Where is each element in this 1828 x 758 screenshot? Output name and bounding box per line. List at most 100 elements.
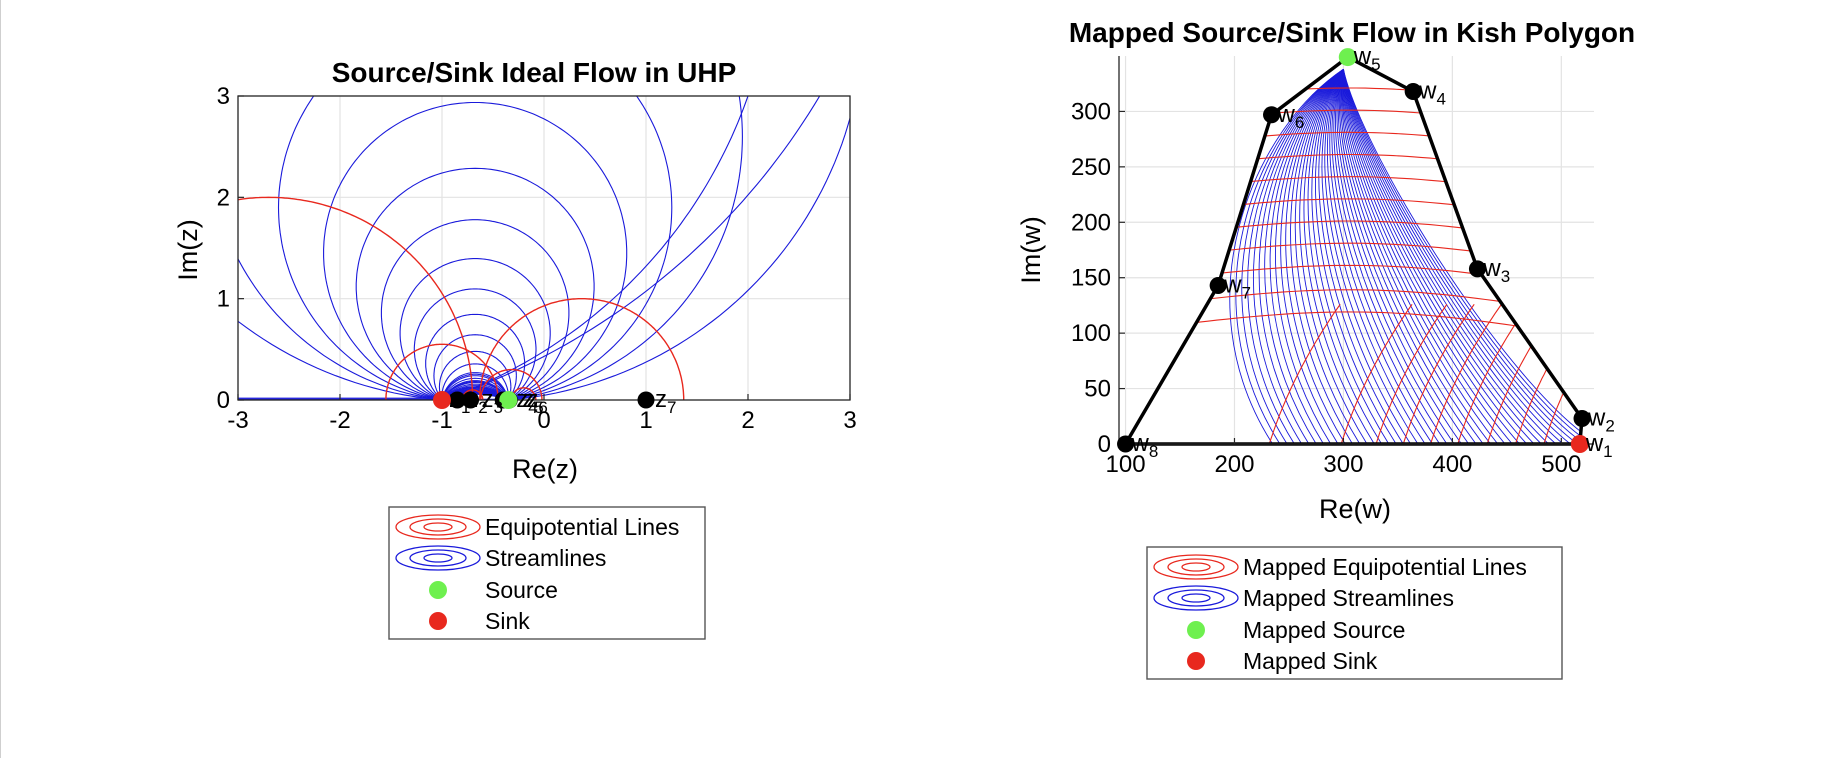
right-streamline — [1324, 69, 1419, 444]
left-streamline — [441, 373, 509, 400]
left-streamline — [277, 96, 673, 400]
left-streamline — [441, 380, 509, 400]
left-y-tick-label: 3 — [217, 83, 230, 110]
right-y-tick-label: 100 — [1071, 320, 1111, 347]
left-equipotential — [238, 196, 474, 400]
right-streamline — [1294, 69, 1361, 444]
left-x-tick-label: -3 — [227, 407, 248, 434]
left-legend-label-sink: Sink — [485, 608, 530, 634]
left-prevertex-label: z2 — [466, 386, 487, 417]
left-x-tick-label: 1 — [639, 407, 652, 434]
right-streamline — [1285, 68, 1346, 444]
right-vertex-label: w2 — [1587, 405, 1615, 436]
right-streamline — [1318, 69, 1404, 444]
left-prevertex-label: z4 — [516, 386, 537, 417]
left-x-tick-label: 0 — [537, 407, 550, 434]
left-prevertex-label: z6 — [526, 386, 547, 417]
left-streamline — [238, 96, 743, 400]
right-streamline — [1336, 69, 1462, 444]
left-legend-sink-marker — [429, 612, 447, 630]
right-streamline — [1264, 68, 1344, 444]
right-vertex-marker — [1209, 276, 1227, 294]
right-equipotential — [1179, 289, 1551, 310]
left-x-tick-label: 3 — [843, 407, 856, 434]
window-edge — [0, 0, 1, 758]
left-equipotential — [479, 298, 685, 400]
right-x-axis-label: Re(w) — [1319, 494, 1391, 524]
right-streamline — [1331, 69, 1441, 444]
right-streamline — [1337, 69, 1470, 444]
right-streamline — [1342, 69, 1564, 444]
right-streamline — [1333, 69, 1448, 444]
right-streamline — [1311, 69, 1390, 444]
right-vertex-marker — [1573, 410, 1591, 428]
left-legend-label-source: Source — [485, 577, 558, 603]
right-streamline — [1307, 69, 1382, 444]
left-legend: Equipotential Lines Streamlines Source S… — [388, 506, 706, 640]
left-prevertex-marker — [448, 391, 466, 409]
right-streamline — [1342, 69, 1582, 444]
left-x-tick-label: -2 — [329, 407, 350, 434]
right-legend: Mapped Equipotential Lines Mapped Stream… — [1146, 546, 1563, 680]
right-streamline — [1341, 69, 1499, 444]
right-vertex-label: w3 — [1482, 255, 1510, 286]
right-streamline — [1321, 69, 1411, 444]
left-streamline — [355, 167, 595, 400]
right-legend-label-equipotential: Mapped Equipotential Lines — [1243, 554, 1527, 580]
right-sink-marker — [1570, 435, 1589, 453]
left-streamline — [441, 372, 509, 400]
right-streamline — [1342, 69, 1528, 444]
right-source-marker — [1338, 48, 1357, 67]
right-streamline — [1275, 68, 1344, 444]
right-y-axis-label: Im(w) — [1016, 216, 1046, 283]
left-prevertex-label: z1 — [449, 386, 470, 417]
left-source-marker — [499, 391, 518, 409]
right-streamline — [1342, 69, 1571, 444]
right-vertex-marker — [1117, 435, 1135, 453]
left-equipotential — [480, 368, 543, 400]
right-streamline — [1335, 69, 1455, 444]
right-equipotential — [1375, 303, 1448, 444]
left-streamline — [238, 116, 850, 400]
left-streamline — [442, 381, 508, 400]
left-streamline — [238, 96, 749, 399]
left-y-axis-label: Im(z) — [173, 219, 203, 280]
right-streamline — [1329, 69, 1433, 444]
right-vertex-label: w6 — [1277, 101, 1305, 132]
left-prevertex-label: z7 — [655, 386, 676, 417]
right-streamline — [1303, 69, 1375, 444]
right-streamline — [1342, 69, 1578, 444]
right-streamline — [1235, 68, 1344, 444]
right-streamline — [1342, 69, 1513, 444]
right-equipotential — [1268, 303, 1341, 444]
right-equipotential — [1340, 303, 1413, 444]
right-legend-sink-marker — [1187, 652, 1205, 670]
left-y-tick-label: 1 — [217, 286, 230, 313]
right-vertex-marker — [1468, 260, 1486, 278]
right-y-tick-label: 200 — [1071, 209, 1111, 236]
right-equipotential — [1430, 303, 1502, 444]
right-x-tick-label: 300 — [1323, 451, 1363, 478]
left-sink-marker — [433, 391, 451, 409]
left-streamline — [438, 350, 512, 400]
left-prevertex-label: z3 — [482, 386, 503, 417]
right-streamline — [1342, 69, 1535, 444]
right-legend-label-sink: Mapped Sink — [1243, 648, 1378, 674]
left-legend-source-marker — [429, 581, 447, 599]
left-streamline — [380, 219, 570, 400]
left-prevertex-marker — [462, 391, 480, 409]
left-x-tick-label: -1 — [431, 407, 452, 434]
right-legend-source-marker — [1187, 621, 1205, 639]
right-legend-box — [1146, 546, 1563, 680]
right-streamline — [1339, 69, 1477, 444]
right-vertex-marker — [1263, 106, 1281, 124]
right-streamline — [1229, 68, 1344, 444]
right-vertex-marker — [1404, 82, 1422, 100]
right-y-tick-label: 300 — [1071, 98, 1111, 125]
left-flow-lines — [238, 96, 850, 400]
left-streamline — [238, 96, 821, 400]
